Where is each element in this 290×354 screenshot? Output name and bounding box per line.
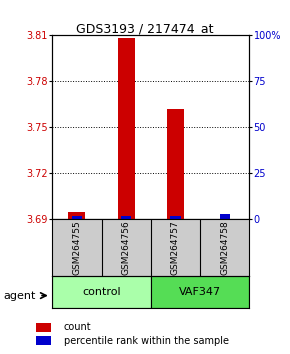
Text: agent: agent (3, 291, 35, 301)
Text: control: control (82, 287, 121, 297)
Bar (36, 323, 51, 332)
Bar (68, 212, 86, 219)
Bar (117, 39, 135, 219)
Text: GSM264755: GSM264755 (72, 221, 81, 275)
Text: GSM264758: GSM264758 (220, 221, 229, 275)
Bar (167, 109, 184, 219)
Bar (170, 216, 181, 219)
Text: GDS3193 / 217474_at: GDS3193 / 217474_at (76, 22, 214, 35)
Bar (36, 336, 51, 345)
Text: percentile rank within the sample: percentile rank within the sample (64, 336, 229, 346)
FancyBboxPatch shape (151, 276, 249, 308)
Text: count: count (64, 322, 91, 332)
Text: GSM264756: GSM264756 (122, 221, 131, 275)
Text: GSM264757: GSM264757 (171, 221, 180, 275)
Bar (121, 216, 131, 219)
FancyBboxPatch shape (52, 276, 151, 308)
Bar (72, 216, 82, 219)
Bar (220, 214, 230, 219)
Text: VAF347: VAF347 (179, 287, 221, 297)
